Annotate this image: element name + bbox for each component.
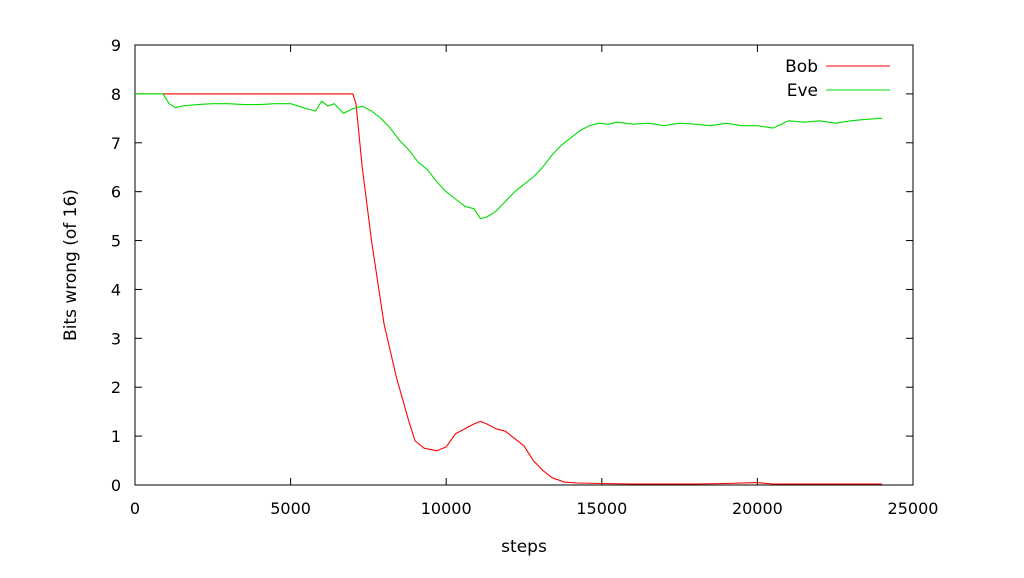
x-tick-label: 5000 (270, 499, 311, 518)
series-line-eve (135, 93, 882, 220)
y-axis-ticks: 0 1 2 3 4 5 6 7 8 9 (111, 36, 913, 495)
y-tick-label: 9 (111, 36, 121, 55)
y-tick-label: 7 (111, 134, 121, 153)
y-tick-label: 5 (111, 232, 121, 251)
x-tick-label: 25000 (888, 499, 939, 518)
y-tick-label: 3 (111, 329, 121, 348)
x-tick-label: 20000 (732, 499, 783, 518)
y-tick-label: 1 (111, 427, 121, 446)
legend-label-eve: Eve (787, 81, 818, 101)
x-tick-label: 0 (130, 499, 140, 518)
plot-frame (134, 44, 914, 486)
x-axis-title: steps (501, 537, 547, 557)
legend-label-bob: Bob (785, 57, 818, 77)
y-tick-label: 8 (111, 85, 121, 104)
y-tick-label: 2 (111, 378, 121, 397)
series-layer (135, 93, 882, 485)
x-axis-ticks: 0 5000 10000 15000 20000 25000 (130, 45, 939, 518)
y-tick-label: 4 (111, 280, 121, 299)
y-tick-label: 0 (111, 476, 121, 495)
x-tick-label: 10000 (421, 499, 472, 518)
legend: Bob Eve (785, 57, 890, 101)
y-tick-label: 6 (111, 183, 121, 202)
y-axis-title: Bits wrong (of 16) (61, 189, 81, 341)
series-line-bob (135, 93, 882, 485)
x-tick-label: 15000 (576, 499, 627, 518)
